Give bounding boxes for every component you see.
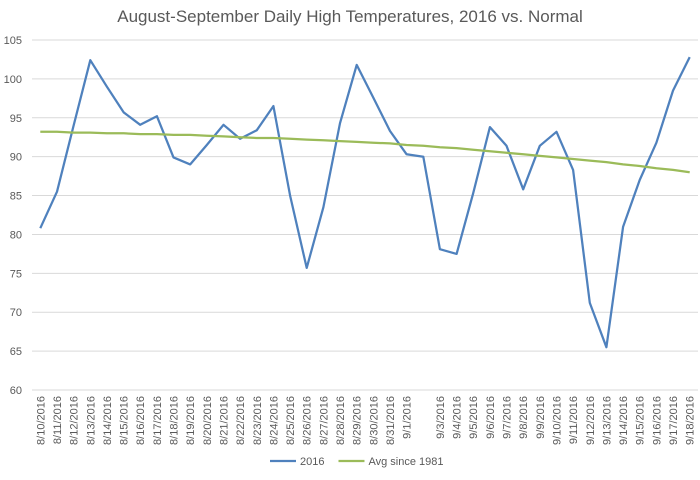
x-tick-label: 8/31/2016 <box>385 396 397 445</box>
x-tick-label: 8/22/2016 <box>235 396 247 445</box>
x-tick-label: 8/10/2016 <box>35 396 47 445</box>
x-tick-label: 8/17/2016 <box>152 396 164 445</box>
y-tick-label: 75 <box>10 268 22 280</box>
y-tick-label: 65 <box>10 346 22 358</box>
x-tick-label: 9/15/2016 <box>635 396 647 445</box>
x-tick-label: 8/20/2016 <box>202 396 214 445</box>
x-tick-label: 9/17/2016 <box>668 396 680 445</box>
x-tick-label: 9/11/2016 <box>568 396 580 444</box>
x-tick-label: 8/23/2016 <box>252 396 264 445</box>
y-tick-label: 100 <box>4 74 22 86</box>
series-line <box>39 56 691 349</box>
x-tick-label: 8/11/2016 <box>52 396 64 444</box>
x-tick-label: 8/25/2016 <box>285 396 297 445</box>
x-tick-label: 8/13/2016 <box>85 396 97 445</box>
x-tick-label: 9/18/2016 <box>685 396 697 445</box>
x-tick-label: 9/13/2016 <box>601 396 613 445</box>
y-tick-label: 85 <box>10 191 22 203</box>
x-tick-label: 8/29/2016 <box>352 396 364 445</box>
x-tick-label: 9/8/2016 <box>518 396 530 439</box>
x-tick-label: 8/30/2016 <box>368 396 380 445</box>
x-tick-label: 8/19/2016 <box>185 396 197 445</box>
legend-label: Avg since 1981 <box>368 456 443 468</box>
y-tick-label: 105 <box>4 35 22 47</box>
x-tick-label: 9/4/2016 <box>452 396 464 439</box>
x-tick-label: 8/28/2016 <box>335 396 347 445</box>
x-tick-label: 8/15/2016 <box>119 396 131 445</box>
series-line <box>40 130 690 174</box>
chart-title: August-September Daily High Temperatures… <box>117 7 583 26</box>
y-tick-label: 95 <box>10 113 22 125</box>
x-tick-label: 8/18/2016 <box>169 396 181 445</box>
x-tick-label: 9/7/2016 <box>502 396 514 439</box>
x-tick-label: 8/12/2016 <box>69 396 81 445</box>
x-tick-label: 8/26/2016 <box>302 396 314 445</box>
x-tick-label: 9/16/2016 <box>651 396 663 445</box>
x-tick-label: 8/27/2016 <box>318 396 330 445</box>
x-tick-label: 9/9/2016 <box>535 396 547 439</box>
x-tick-label: 9/10/2016 <box>551 396 563 445</box>
legend-label: 2016 <box>300 456 324 468</box>
x-tick-label: 8/16/2016 <box>135 396 147 445</box>
x-tick-label: 9/3/2016 <box>435 396 447 439</box>
x-tick-label: 9/6/2016 <box>485 396 497 439</box>
y-tick-label: 90 <box>10 152 22 164</box>
y-tick-label: 60 <box>10 385 22 397</box>
y-tick-label: 70 <box>10 307 22 319</box>
x-tick-label: 9/1/2016 <box>402 396 414 439</box>
legend: 2016 Avg since 1981 <box>270 456 444 468</box>
x-tick-label: 8/14/2016 <box>102 396 114 445</box>
y-tick-label: 80 <box>10 229 22 241</box>
x-tick-label: 9/5/2016 <box>468 396 480 439</box>
x-tick-label: 8/24/2016 <box>268 396 280 445</box>
x-tick-label: 9/12/2016 <box>585 396 597 445</box>
x-tick-label: 8/21/2016 <box>218 396 230 445</box>
x-tick-label: 9/14/2016 <box>618 396 630 445</box>
